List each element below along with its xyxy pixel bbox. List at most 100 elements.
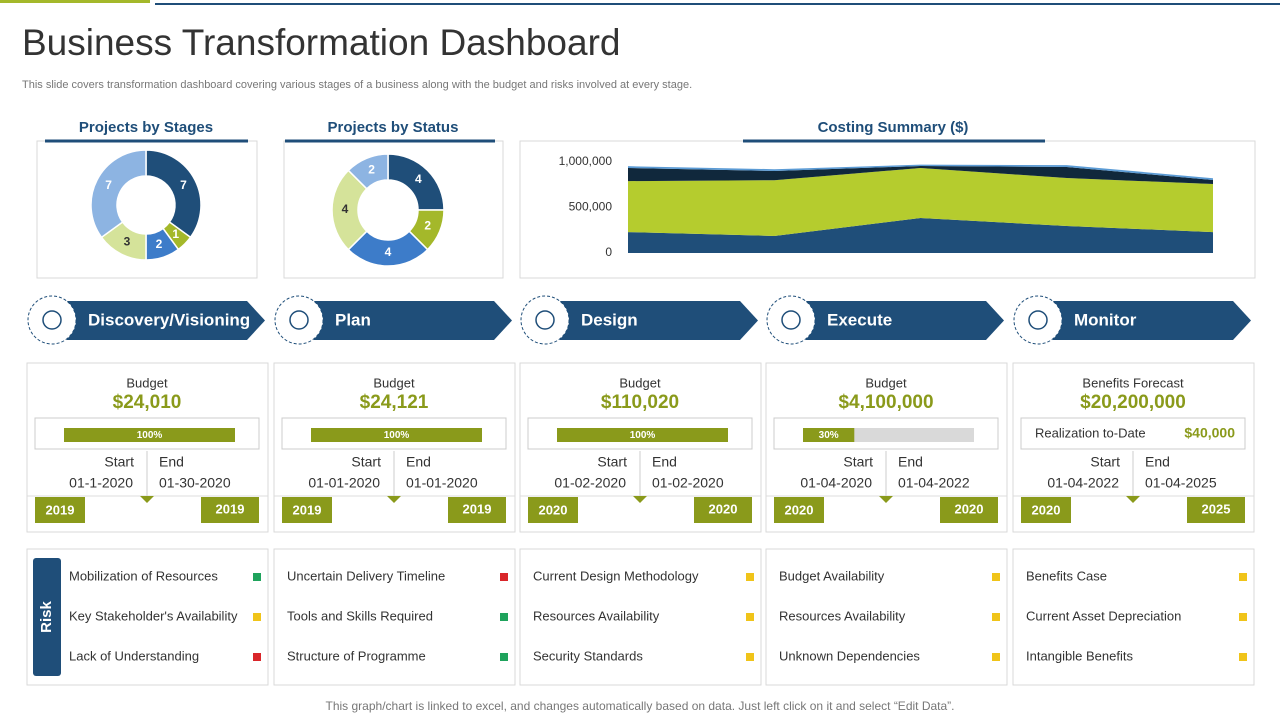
card-pointer xyxy=(387,496,401,503)
progress-bar xyxy=(311,428,482,442)
slice-label: 2 xyxy=(156,237,163,251)
stage-banner xyxy=(1053,301,1251,340)
y-tick-label: 0 xyxy=(605,245,612,259)
progress-bar xyxy=(557,428,728,442)
end-year: 2025 xyxy=(1202,501,1231,516)
year-badge xyxy=(940,497,998,523)
slice-label: 4 xyxy=(385,245,392,259)
start-date: 01-01-2020 xyxy=(308,475,380,491)
year-badge xyxy=(1187,497,1245,523)
area-series xyxy=(628,166,1213,185)
card-pointer xyxy=(879,496,893,503)
risk-item: Resources Availability xyxy=(533,608,660,623)
risk-item: Lack of Understanding xyxy=(69,648,199,663)
risk-status xyxy=(992,573,1000,581)
start-year: 2020 xyxy=(1032,502,1061,517)
panel-title: Costing Summary ($) xyxy=(818,119,969,136)
year-badge xyxy=(448,497,506,523)
stage-banner xyxy=(806,301,1004,340)
risk-status xyxy=(500,613,508,621)
risk-item: Current Design Methodology xyxy=(533,568,699,583)
slice-label: 1 xyxy=(172,227,179,241)
start-date: 01-04-2022 xyxy=(1047,475,1119,491)
start-year: 2019 xyxy=(46,502,75,517)
slice-label: 7 xyxy=(105,178,112,192)
risk-item: Structure of Programme xyxy=(287,648,426,663)
budget-label: Budget xyxy=(865,375,907,390)
risk-box xyxy=(273,548,516,686)
risk-item: Benefits Case xyxy=(1026,568,1107,583)
risk-item: Intangible Benefits xyxy=(1026,648,1133,663)
risk-item: Budget Availability xyxy=(779,568,885,583)
stage-icon-glyph xyxy=(535,310,555,330)
end-label: End xyxy=(898,454,923,470)
end-label: End xyxy=(1145,454,1170,470)
realization-label: Realization to-Date xyxy=(1035,425,1146,440)
area-series xyxy=(628,217,1213,253)
donut-slice xyxy=(90,149,147,239)
risk-item: Unknown Dependencies xyxy=(779,648,920,663)
year-badge xyxy=(35,497,85,523)
risk-status xyxy=(1239,573,1247,581)
risk-status xyxy=(746,653,754,661)
progress-bar xyxy=(803,428,855,442)
stage-name: Execute xyxy=(827,310,892,329)
risk-status xyxy=(1239,653,1247,661)
slice-label: 4 xyxy=(415,172,422,186)
y-tick-label: 1,000,000 xyxy=(559,154,613,168)
start-year: 2020 xyxy=(539,502,568,517)
start-label: Start xyxy=(1090,454,1120,470)
panel-title: Projects by Status xyxy=(328,119,459,136)
stage-name: Design xyxy=(581,310,638,329)
risk-status xyxy=(500,653,508,661)
end-date: 01-02-2020 xyxy=(652,475,724,491)
stage-banner xyxy=(314,301,512,340)
risk-status xyxy=(500,573,508,581)
start-date: 01-04-2020 xyxy=(800,475,872,491)
end-year: 2020 xyxy=(955,501,984,516)
budget-amount: $20,200,000 xyxy=(1080,392,1186,413)
risk-item: Resources Availability xyxy=(779,608,906,623)
card-pointer xyxy=(633,496,647,503)
stage-name: Discovery/Visioning xyxy=(88,310,250,329)
progress-bar xyxy=(64,428,235,442)
y-tick-label: 500,000 xyxy=(569,200,613,214)
year-badge xyxy=(1021,497,1071,523)
start-date: 01-1-2020 xyxy=(69,475,133,491)
budget-amount: $110,020 xyxy=(601,392,679,413)
footer: This graph/chart is linked to excel, and… xyxy=(326,699,955,713)
end-date: 01-01-2020 xyxy=(406,475,478,491)
panel-title: Projects by Stages xyxy=(79,119,213,136)
budget-amount: $4,100,000 xyxy=(838,392,933,413)
risk-status xyxy=(1239,613,1247,621)
budget-label: Budget xyxy=(619,375,661,390)
end-label: End xyxy=(159,454,184,470)
top-accent xyxy=(0,0,150,3)
progress-label: 100% xyxy=(137,430,163,441)
start-date: 01-02-2020 xyxy=(554,475,626,491)
progress-box xyxy=(1020,417,1246,450)
risk-status xyxy=(992,653,1000,661)
year-badge xyxy=(528,497,578,523)
stage-banner xyxy=(67,301,265,340)
top-rule xyxy=(155,3,1280,5)
slice-label: 2 xyxy=(368,162,375,176)
stage-name: Plan xyxy=(335,310,371,329)
subtitle: This slide covers transformation dashboa… xyxy=(22,79,692,91)
card-pointer xyxy=(140,496,154,503)
stage-banner xyxy=(560,301,758,340)
progress-label: 100% xyxy=(384,430,410,441)
risk-label: Risk xyxy=(38,601,55,633)
stage-icon-glyph xyxy=(289,310,309,330)
stage-icon xyxy=(27,295,77,345)
budget-label: Budget xyxy=(126,375,168,390)
start-year: 2019 xyxy=(293,502,322,517)
card-pointer xyxy=(1126,496,1140,503)
donut-slice xyxy=(347,153,389,190)
risk-status xyxy=(253,653,261,661)
budget-label: Benefits Forecast xyxy=(1082,375,1184,390)
progress-label: 100% xyxy=(630,430,656,441)
stage-icon-glyph xyxy=(1028,310,1048,330)
stage-icon xyxy=(274,295,324,345)
